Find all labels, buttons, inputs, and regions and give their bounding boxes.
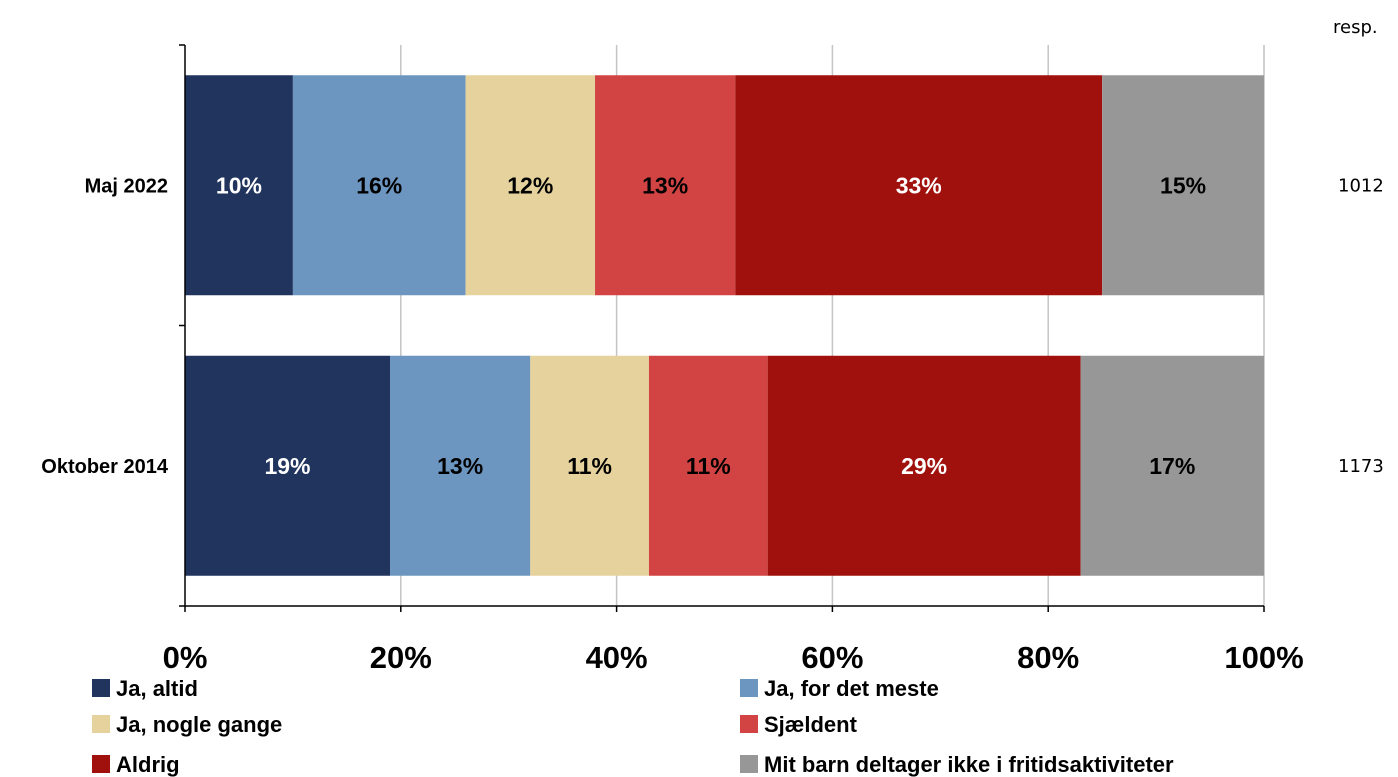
legend-swatch [740, 679, 758, 697]
labels: 10% 16% 12% 13% 33% 15% Maj 2022 1012 19% 13% 11% 1… [41, 172, 1384, 675]
bar-segment [390, 355, 531, 576]
legend-label: Aldrig [116, 752, 180, 777]
legend-label: Ja, altid [116, 676, 198, 701]
bar-segment [595, 75, 736, 296]
data-label: 11% [567, 453, 612, 479]
bar-segment [185, 355, 391, 576]
x-tick-label: 100% [1224, 640, 1303, 675]
category-label: Oktober 2014 [41, 456, 169, 478]
bars [185, 75, 1264, 576]
data-label: 10% [216, 172, 262, 198]
data-label: 17% [1149, 453, 1195, 479]
x-tick-label: 0% [163, 640, 208, 675]
category-label: Maj 2022 [85, 175, 168, 197]
legend-label: Ja, for det meste [764, 676, 939, 701]
x-tick-label: 40% [586, 640, 648, 675]
bar-segment [735, 75, 1103, 296]
data-label: 19% [264, 453, 310, 479]
data-label: 16% [356, 172, 402, 198]
legend: Ja, altid Ja, for det meste Ja, nogle gang… [92, 676, 1174, 777]
legend-swatch [740, 715, 758, 733]
x-tick-label: 20% [370, 640, 432, 675]
legend-swatch [92, 715, 110, 733]
data-label: 12% [507, 172, 553, 198]
respondents-header: resp. [1333, 17, 1378, 38]
legend-label: Mit barn deltager ikke i fritidsaktivite… [764, 752, 1174, 777]
legend-label: Sjældent [764, 712, 858, 737]
bar-segment [185, 75, 293, 296]
bar-segment [767, 355, 1081, 576]
bar-segment [465, 75, 596, 296]
bar-segment [530, 355, 649, 576]
data-label: 29% [901, 453, 947, 479]
respondent-count: 1173 [1338, 456, 1384, 477]
bar-segment [1080, 355, 1264, 576]
data-label: 11% [686, 453, 731, 479]
legend-swatch [92, 755, 110, 773]
data-label: 33% [896, 172, 942, 198]
legend-label: Ja, nogle gange [116, 712, 282, 737]
x-tick-label: 60% [801, 640, 863, 675]
legend-swatch [740, 755, 758, 773]
legend-swatch [92, 679, 110, 697]
data-label: 13% [642, 172, 688, 198]
axes [179, 44, 1265, 612]
data-label: 15% [1160, 172, 1206, 198]
x-tick-label: 80% [1017, 640, 1079, 675]
data-label: 13% [437, 453, 483, 479]
respondent-count: 1012 [1338, 175, 1384, 196]
bar-segment [292, 75, 466, 296]
bar-segment [1102, 75, 1264, 296]
bar-segment [648, 355, 768, 576]
